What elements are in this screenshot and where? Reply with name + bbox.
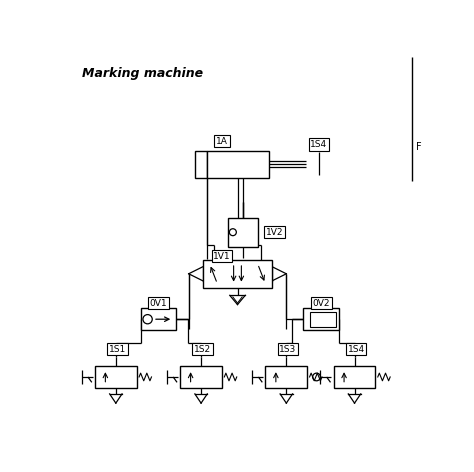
Bar <box>141 308 176 330</box>
Text: F: F <box>416 142 421 152</box>
Bar <box>195 151 207 177</box>
Bar <box>207 151 268 177</box>
Bar <box>228 218 258 247</box>
Text: 1V2: 1V2 <box>266 228 283 236</box>
Bar <box>310 312 336 327</box>
Text: 1V1: 1V1 <box>213 252 231 261</box>
Bar <box>334 366 375 388</box>
Bar <box>180 366 222 388</box>
Text: 1A: 1A <box>216 137 228 146</box>
Text: 1S3: 1S3 <box>279 345 297 354</box>
Bar <box>303 308 339 330</box>
Text: 1S4: 1S4 <box>310 140 328 149</box>
Bar <box>202 260 273 287</box>
Bar <box>265 366 307 388</box>
Bar <box>95 366 137 388</box>
Text: 1S4: 1S4 <box>347 345 365 354</box>
Text: 1S1: 1S1 <box>109 345 126 354</box>
Text: Marking machine: Marking machine <box>82 67 204 80</box>
Text: 0V2: 0V2 <box>312 299 330 308</box>
Text: 1S2: 1S2 <box>194 345 211 354</box>
Text: 0V1: 0V1 <box>150 299 167 308</box>
